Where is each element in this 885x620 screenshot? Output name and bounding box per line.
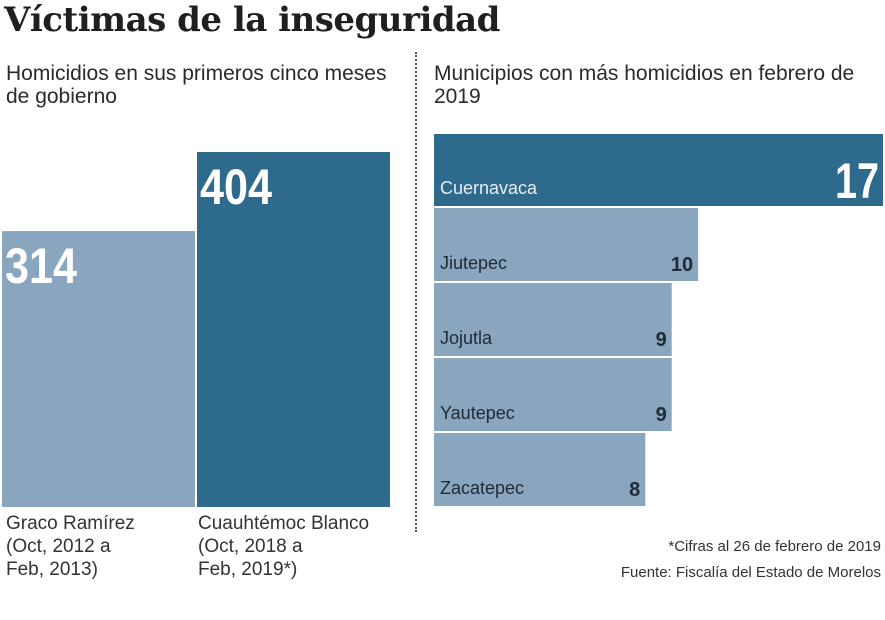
caption-graco: Graco Ramírez (Oct, 2012 a Feb, 2013) (6, 512, 135, 581)
bar-category-label: Cuernavaca (440, 178, 538, 198)
chart-title: Víctimas de la inseguridad (4, 0, 500, 40)
bar-value-label: 17 (835, 153, 879, 209)
left-chart-subtitle: Homicidios en sus primeros cinco meses d… (6, 62, 387, 108)
bar-value-label: 9 (656, 404, 667, 426)
bar-category-label: Jiutepec (440, 253, 507, 273)
caption-line: (Oct, 2018 a (198, 536, 303, 557)
bar-jojutla (434, 283, 672, 356)
right-chart-subtitle: Municipios con más homicidios en febrero… (434, 62, 855, 108)
bar-yautepec (434, 358, 672, 431)
bar-category-label: Yautepec (440, 403, 515, 423)
caption-line: (Oct, 2012 a (6, 536, 111, 557)
bar-value-label: 314 (5, 238, 77, 294)
caption-line: Feb, 2013) (6, 559, 98, 580)
dotted-divider (415, 52, 417, 532)
bar-value-label: 8 (629, 479, 640, 501)
bar-value-label: 10 (671, 254, 693, 276)
bar-zacatepec (434, 433, 646, 506)
bar-category-label: Jojutla (440, 328, 493, 348)
bar-jiutepec (434, 208, 699, 281)
caption-line: Cuauhtémoc Blanco (198, 513, 370, 534)
source-note: Fuente: Fiscalía del Estado de Morelos (620, 564, 881, 581)
bar-value-label: 404 (200, 159, 272, 215)
bar-category-label: Zacatepec (440, 478, 524, 498)
caption-cuauhtemoc: Cuauhtémoc Blanco (Oct, 2018 a Feb, 2019… (198, 512, 369, 581)
bar-cuernavaca (434, 134, 883, 206)
bar-cuauhtémoc-blanco (197, 152, 390, 507)
caption-line: Feb, 2019*) (198, 559, 298, 580)
footnote: *Cifras al 26 de febrero de 2019 (668, 538, 881, 555)
bar-graco-ramírez (2, 231, 195, 507)
caption-line: Graco Ramírez (6, 513, 135, 534)
bar-value-label: 9 (656, 329, 667, 351)
